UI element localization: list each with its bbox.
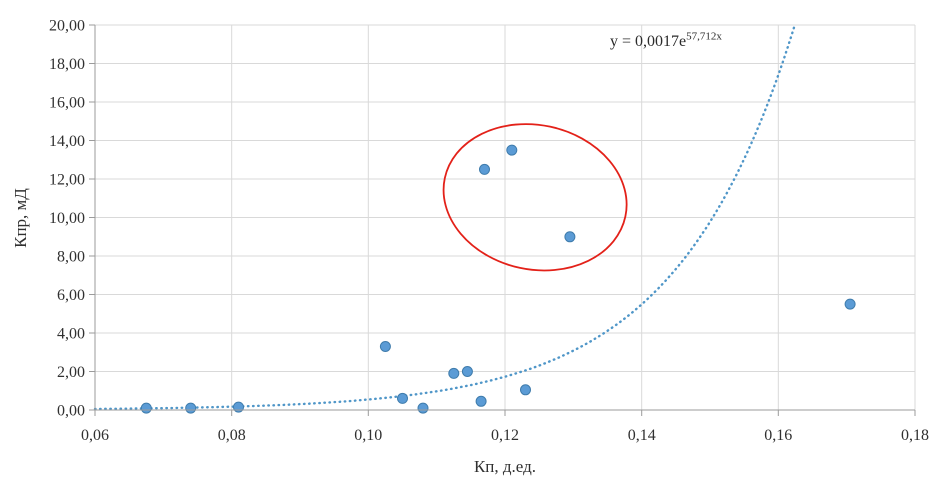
x-tick-label: 0,18	[901, 427, 929, 444]
data-point	[844, 298, 856, 310]
data-point	[379, 341, 391, 352]
data-point	[140, 402, 152, 414]
y-tick-label: 4,00	[57, 326, 85, 343]
trendline-path	[93, 23, 796, 411]
x-tick-label: 0,10	[354, 427, 382, 444]
highlight-ellipse	[442, 123, 628, 272]
x-tick-label: 0,08	[218, 427, 246, 444]
data-point	[185, 402, 197, 414]
y-tick-label: 10,00	[49, 210, 85, 227]
equation-exponent: 57,712x	[686, 30, 722, 43]
x-tick-label: 0,12	[491, 427, 519, 444]
data-point	[397, 392, 408, 404]
data-point	[520, 384, 531, 396]
y-axis-title: Кпр, мД	[11, 188, 30, 248]
y-tick-label: 20,00	[49, 18, 85, 35]
data-point	[564, 231, 576, 243]
data-point	[461, 366, 473, 377]
x-tick-label: 0,14	[628, 427, 656, 444]
x-axis-title: Кп, д.ед.	[474, 457, 536, 476]
data-point	[233, 401, 244, 413]
data-point	[479, 163, 490, 175]
y-tick-label: 2,00	[57, 364, 85, 381]
data-point	[506, 144, 518, 156]
x-tick-label: 0,06	[81, 427, 109, 444]
y-tick-label: 16,00	[49, 95, 85, 112]
y-tick-label: 14,00	[49, 133, 85, 150]
trendline-equation: y = 0,0017e57,712x	[610, 30, 780, 51]
y-tick-label: 6,00	[57, 287, 85, 304]
y-tick-label: 8,00	[57, 249, 85, 266]
x-tick-label: 0,16	[764, 427, 792, 444]
data-point	[475, 395, 487, 407]
data-point	[448, 367, 460, 379]
equation-base: y = 0,0017e	[610, 33, 687, 50]
y-tick-label: 18,00	[49, 56, 85, 73]
data-point	[417, 402, 429, 414]
y-tick-label: 0,00	[57, 403, 85, 420]
y-tick-label: 12,00	[49, 172, 85, 189]
